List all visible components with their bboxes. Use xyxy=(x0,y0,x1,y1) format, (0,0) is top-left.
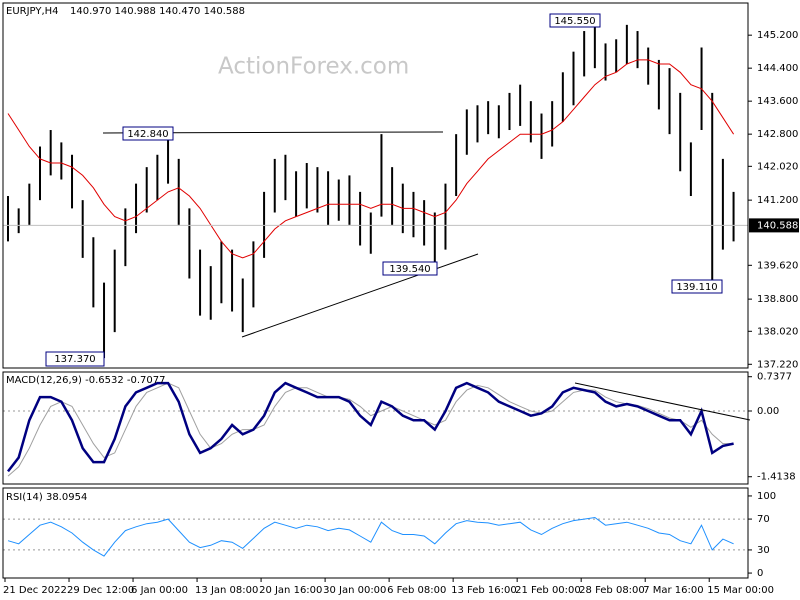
y-tick-label: 145.200 xyxy=(757,30,798,41)
line-series xyxy=(7,516,734,557)
macd-trend-line xyxy=(574,382,751,421)
x-tick-label: 20 Jan 16:00 xyxy=(259,585,322,596)
y-tick-label: 141.200 xyxy=(757,195,798,206)
y-tick-label: 138.020 xyxy=(757,326,798,337)
y-tick-label: 0.7377 xyxy=(757,372,792,383)
y-tick-label: -1.4138 xyxy=(757,472,796,483)
x-tick-label: 6 Feb 08:00 xyxy=(387,585,446,596)
x-tick-label: 30 Jan 00:00 xyxy=(323,585,386,596)
rsi-panel xyxy=(2,487,749,579)
x-tick-label: 15 Mar 00:00 xyxy=(707,585,774,596)
y-tick-label: 70 xyxy=(757,514,770,525)
y-tick-label: 142.020 xyxy=(757,161,798,172)
line-series xyxy=(7,59,735,259)
current-price-label: 140.588 xyxy=(757,220,798,231)
y-tick-label: 100 xyxy=(757,491,776,502)
macd-panel xyxy=(2,371,749,485)
x-tick-label: 13 Jan 08:00 xyxy=(195,585,258,596)
line-series xyxy=(7,381,734,473)
annotation-box xyxy=(45,351,105,367)
x-tick-label: 28 Feb 08:00 xyxy=(579,585,645,596)
watermark: ActionForex.com xyxy=(218,54,409,80)
price-panel xyxy=(2,2,749,369)
annotation: 142.840 xyxy=(127,129,168,140)
annotation-box xyxy=(671,279,723,294)
ohlc-readout: 140.970 140.988 140.470 140.588 xyxy=(70,6,245,17)
x-tick-label: 29 Dec 12:00 xyxy=(67,585,134,596)
line-series xyxy=(7,382,734,477)
annotation: 137.370 xyxy=(54,354,95,365)
annotation-box xyxy=(549,13,601,28)
trend-line xyxy=(241,253,479,338)
x-tick-label: 21 Feb 00:00 xyxy=(515,585,581,596)
y-tick-label: 138.800 xyxy=(757,294,798,305)
y-tick-label: 30 xyxy=(757,545,770,556)
annotation-box xyxy=(122,126,174,141)
y-tick-label: 137.220 xyxy=(757,359,798,370)
x-tick-label: 21 Dec 2022 xyxy=(3,585,67,596)
annotation-box xyxy=(382,261,438,276)
annotation: 145.550 xyxy=(554,16,595,27)
annotation: 139.540 xyxy=(389,264,430,275)
y-tick-label: 142.800 xyxy=(757,129,798,140)
x-tick-label: 13 Feb 16:00 xyxy=(451,585,517,596)
y-tick-label: 0.00 xyxy=(757,406,779,417)
x-tick-label: 6 Jan 00:00 xyxy=(131,585,188,596)
rsi-title: RSI(14) 38.0954 xyxy=(6,492,87,503)
y-tick-label: 139.620 xyxy=(757,260,798,271)
annotations: 142.840 145.550 137.370 139.540 139.110 xyxy=(45,13,723,367)
plot-layer xyxy=(3,20,748,557)
symbol-title: EURJPY,H4 xyxy=(6,6,59,17)
macd-title: MACD(12,26,9) -0.6532 -0.7077 xyxy=(6,375,166,386)
y-tick-label: 143.600 xyxy=(757,96,798,107)
x-tick-label: 7 Mar 16:00 xyxy=(643,585,703,596)
y-tick-label: 144.400 xyxy=(757,63,798,74)
y-tick-label: 0 xyxy=(757,568,763,579)
annotation: 139.110 xyxy=(676,282,717,293)
current-price-box xyxy=(749,218,799,233)
